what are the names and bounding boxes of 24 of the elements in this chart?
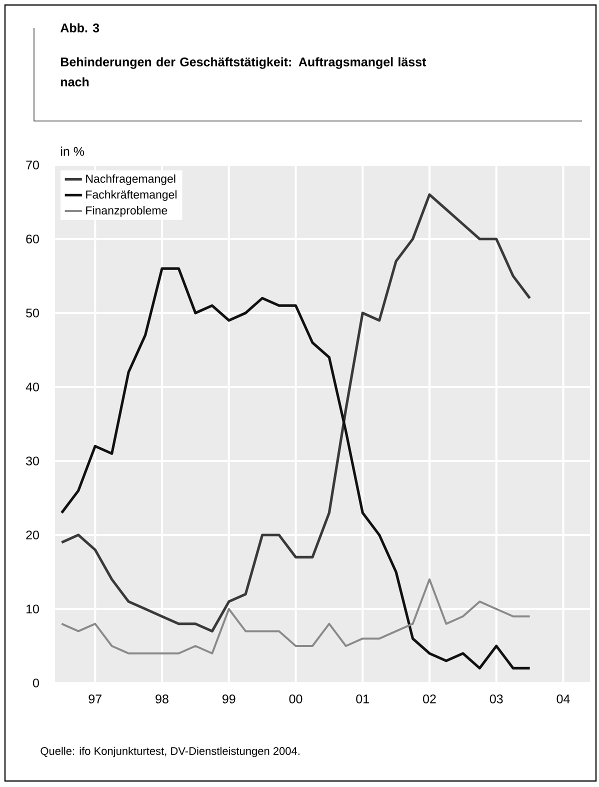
y-tick-label: 70: [26, 160, 39, 170]
x-tick-label: 03: [490, 694, 503, 704]
line-series: [60, 267, 532, 670]
y-tick-label: 10: [26, 604, 39, 614]
legend-label: Finanzprobleme: [86, 206, 168, 217]
source-note: Quelle: ifo Konjunkturtest, DV-Dienstleistungen 2004.: [40, 746, 300, 758]
y-axis-title: in %: [61, 146, 84, 156]
x-tick-label: 99: [222, 694, 236, 704]
y-tick-label: 40: [26, 382, 39, 392]
y-tick-label: 60: [26, 234, 39, 244]
x-tick-label: 00: [289, 694, 302, 704]
y-tick-label: 30: [26, 456, 39, 466]
legend-label: Fachkräftemangel: [86, 190, 176, 201]
caption: Abb. 3: [60, 23, 100, 32]
x-tick-label: 01: [356, 694, 369, 704]
x-tick-label: 04: [556, 694, 570, 704]
y-tick-label: 0: [33, 678, 39, 688]
x-tick-label: 98: [156, 694, 168, 704]
x-tick-label: 02: [423, 694, 436, 704]
chart-title: Behinderungen der Geschäftstätigkeit: Auftragsmangel lässt nach: [61, 57, 426, 86]
x-tick-label: 97: [88, 694, 102, 704]
legend-label: Nachfragemangel: [86, 174, 176, 186]
y-tick-label: 50: [26, 308, 39, 318]
y-tick-label: 20: [26, 530, 39, 540]
